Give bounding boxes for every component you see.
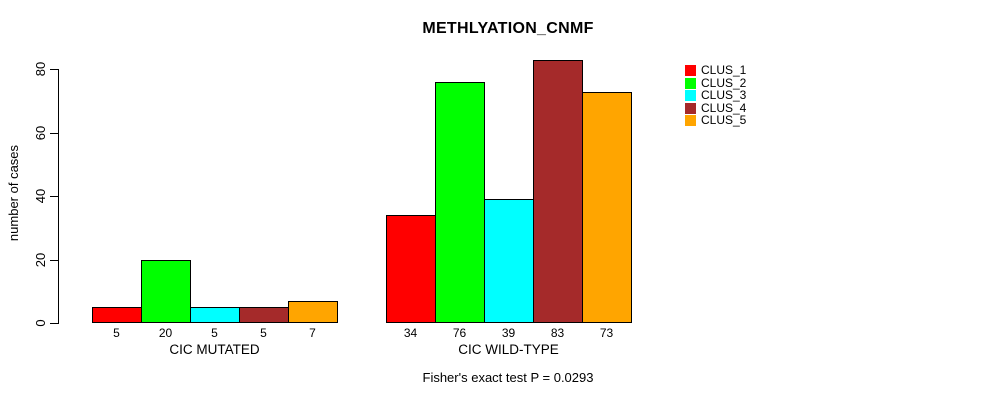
bar-value-label: 7 (309, 326, 316, 340)
bar-value-label: 34 (403, 326, 418, 340)
bar-clus_3-mutated (190, 307, 240, 323)
bar-value-label: 83 (550, 326, 565, 340)
bar-clus_5-wildtype (582, 92, 632, 323)
bar-clus_4-mutated (239, 307, 289, 323)
chart-title: METHLYATION_CNMF (422, 20, 594, 37)
bar-value-label: 5 (260, 326, 267, 340)
bar-clus_2-wildtype (435, 82, 485, 323)
legend-label-clus_3: CLUS_3 (701, 88, 747, 102)
legend-label-clus_1: CLUS_1 (701, 63, 747, 77)
legend-swatch-clus_2 (685, 77, 696, 89)
y-axis-tick-label: 40 (33, 188, 48, 204)
legend-label-clus_2: CLUS_2 (701, 75, 747, 90)
y-axis-tick-label: 80 (33, 61, 48, 77)
bar-value-label: 5 (211, 326, 218, 340)
bar-clus_2-mutated (141, 260, 191, 323)
bar-clus_5-mutated (288, 301, 338, 323)
group-label: CIC WILD-TYPE (458, 342, 559, 357)
legend-entry-clus_5: CLUS_5 (685, 113, 747, 127)
bar-clus_1-wildtype (386, 215, 436, 323)
legend-swatch-clus_4 (685, 102, 696, 114)
bar-value-label: 5 (113, 326, 120, 340)
y-axis-tick (50, 323, 58, 324)
group-label: CIC MUTATED (169, 342, 260, 357)
y-axis-tick-label: 60 (33, 125, 48, 141)
y-axis-line (58, 69, 59, 324)
bar-clus_1-mutated (92, 307, 142, 323)
bar-value-label: 73 (599, 326, 614, 340)
legend-entry-clus_3: CLUS_3 (685, 88, 747, 102)
y-axis-tick-label: 0 (33, 319, 48, 327)
legend-swatch-clus_3 (685, 90, 696, 101)
y-axis-tick (50, 133, 58, 134)
y-axis-tick (50, 69, 58, 70)
bar-clus_4-wildtype (533, 60, 583, 323)
legend-swatch-clus_1 (685, 65, 696, 76)
legend-swatch-clus_5 (685, 115, 696, 126)
legend-entry-clus_2: CLUS_2 (685, 75, 747, 90)
fisher-test-annotation: Fisher's exact test P = 0.0293 (422, 370, 594, 385)
y-axis-tick (50, 196, 58, 197)
bar-value-label: 20 (158, 326, 173, 340)
legend-entry-clus_1: CLUS_1 (685, 63, 747, 77)
legend-label-clus_5: CLUS_5 (701, 113, 747, 127)
y-axis-tick-label: 20 (33, 252, 48, 268)
legend: CLUS_1 CLUS_2 CLUS_3 CLUS_4 CLUS_5 (685, 63, 747, 127)
bar-clus_3-wildtype (484, 199, 534, 323)
bar-value-label: 76 (452, 326, 467, 340)
y-axis-tick (50, 260, 58, 261)
bar-value-label: 39 (501, 326, 516, 340)
legend-label-clus_4: CLUS_4 (701, 100, 747, 115)
legend-entry-clus_4: CLUS_4 (685, 100, 747, 115)
